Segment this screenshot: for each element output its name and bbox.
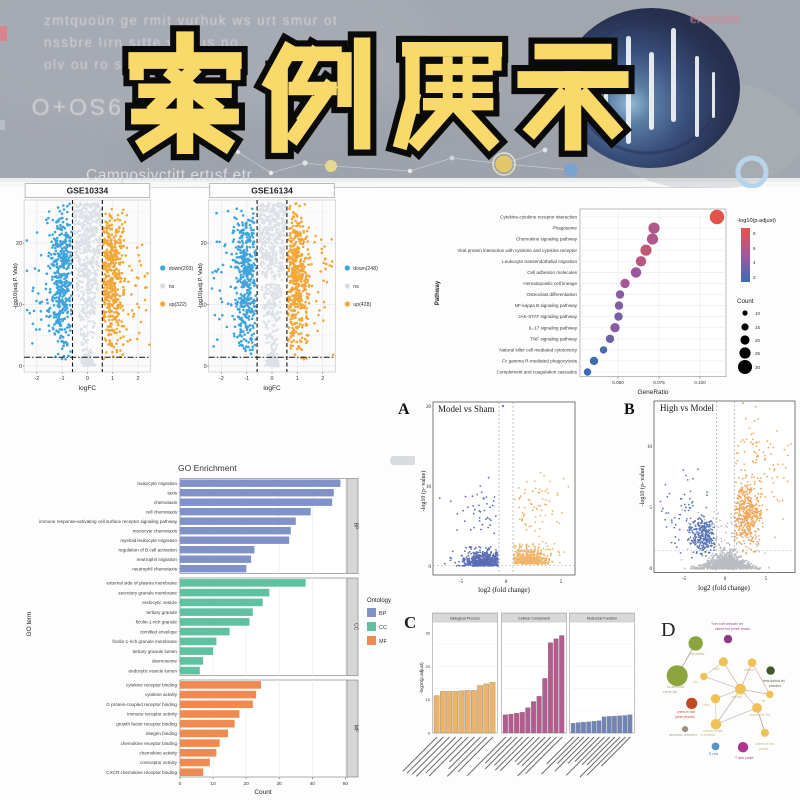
svg-text:10: 10 (201, 303, 207, 309)
svg-text:20: 20 (755, 338, 761, 343)
svg-text:A: A (398, 401, 410, 418)
svg-text:Cell adhesion molecules: Cell adhesion molecules (527, 270, 577, 275)
svg-text:Phagosome: Phagosome (552, 226, 577, 231)
svg-text:Cytokine-cytokine receptor int: Cytokine-cytokine receptor interaction (500, 215, 577, 220)
svg-text:20: 20 (16, 241, 22, 247)
svg-text:9SO+O: 9SO+O (29, 94, 121, 120)
svg-text:2: 2 (753, 275, 756, 280)
svg-text:down(248): down(248) (353, 266, 378, 272)
svg-text:up(428): up(428) (353, 302, 371, 308)
svg-text:-5: -5 (459, 580, 464, 585)
svg-text:TNF signaling pathway: TNF signaling pathway (530, 336, 577, 341)
svg-text:-log10(adj.P. Vab): -log10(adj.P. Vab) (198, 263, 204, 309)
svg-text:Hematopoietic cell lineage: Hematopoietic cell lineage (523, 281, 577, 286)
svg-text:30: 30 (755, 365, 761, 370)
svg-text:20: 20 (426, 405, 432, 410)
svg-text:10: 10 (426, 485, 432, 490)
svg-text:1: 1 (111, 376, 114, 382)
svg-text:0: 0 (86, 376, 89, 382)
svg-text:up(322): up(322) (169, 302, 187, 308)
svg-text:ns: ns (169, 284, 175, 290)
svg-text:Camposivctitt ertısf etr: Camposivctitt ertısf etr (86, 167, 252, 184)
svg-text:0.050: 0.050 (612, 380, 624, 385)
svg-text:10: 10 (16, 303, 22, 309)
svg-text:-1: -1 (244, 376, 249, 382)
svg-text:B: B (624, 401, 635, 418)
svg-text:2: 2 (321, 376, 324, 382)
svg-text:Count: Count (737, 298, 754, 305)
svg-text:Fc gamma R-mediated phagocytos: Fc gamma R-mediated phagocytosis (502, 359, 578, 364)
svg-text:10: 10 (755, 311, 761, 316)
svg-text:0: 0 (429, 565, 432, 570)
svg-text:-log10(adj.P. Vab): -log10(adj.P. Vab) (13, 263, 19, 309)
svg-text:6: 6 (753, 246, 756, 251)
svg-text:GSE10334: GSE10334 (67, 186, 109, 196)
svg-text:Complement and coagulation cas: Complement and coagulation cascades (497, 370, 578, 375)
svg-text:0: 0 (19, 364, 22, 370)
svg-text:8: 8 (753, 231, 756, 236)
svg-text:2: 2 (136, 376, 139, 382)
svg-text:-1: -1 (60, 376, 65, 382)
svg-text:Model vs Sham: Model vs Sham (438, 404, 495, 414)
svg-text:4: 4 (753, 260, 756, 265)
svg-text:logFC: logFC (263, 385, 281, 392)
svg-text:IL-17 signaling pathway: IL-17 signaling pathway (529, 325, 578, 330)
svg-text:0.075: 0.075 (653, 380, 665, 385)
svg-text:-log10(p.adjust): -log10(p.adjust) (737, 218, 776, 224)
svg-text:Leukocyte transendothelial mig: Leukocyte transendothelial migration (502, 259, 577, 264)
svg-text:High vs Model: High vs Model (660, 403, 714, 413)
svg-text:-log10 (p- value): -log10 (p- value) (420, 471, 427, 512)
svg-text:1: 1 (296, 376, 299, 382)
svg-text:25: 25 (755, 351, 761, 356)
svg-text:JAK-STAT signaling pathway: JAK-STAT signaling pathway (518, 314, 577, 319)
svg-text:logFC: logFC (79, 385, 97, 392)
svg-text:eromutta: eromutta (690, 12, 739, 26)
svg-text:0: 0 (204, 364, 207, 370)
svg-text:Viral protein interaction with: Viral protein interaction with cytokine … (457, 248, 577, 253)
svg-text:0: 0 (270, 376, 273, 382)
svg-text:20: 20 (201, 241, 207, 247)
svg-text:15: 15 (755, 325, 761, 330)
svg-text:GeneRatio: GeneRatio (637, 389, 668, 396)
svg-text:Osteoclast differentiation: Osteoclast differentiation (527, 292, 578, 297)
svg-text:NF-kappa B signaling pathway: NF-kappa B signaling pathway (515, 303, 578, 308)
svg-text:zmtquoün ge rmit vurhuk ws: zmtquoün ge rmit vurhuk ws urt smur ot (44, 13, 338, 28)
svg-text:-2: -2 (34, 376, 39, 382)
svg-text:0.100: 0.100 (694, 380, 706, 385)
svg-text:log2 (fold change): log2 (fold change) (478, 586, 530, 594)
svg-text:Chemokine signaling pathway: Chemokine signaling pathway (516, 237, 578, 242)
svg-text:-2: -2 (219, 376, 224, 382)
svg-text:Pathway: Pathway (435, 280, 441, 305)
svg-text:GSE16134: GSE16134 (251, 186, 293, 196)
svg-text:Natural killer cell mediated c: Natural killer cell mediated cytotoxicit… (499, 348, 577, 353)
svg-text:0: 0 (505, 580, 508, 585)
svg-text:5: 5 (560, 580, 563, 585)
svg-text:ns: ns (353, 284, 359, 290)
svg-text:down(203): down(203) (169, 266, 194, 272)
